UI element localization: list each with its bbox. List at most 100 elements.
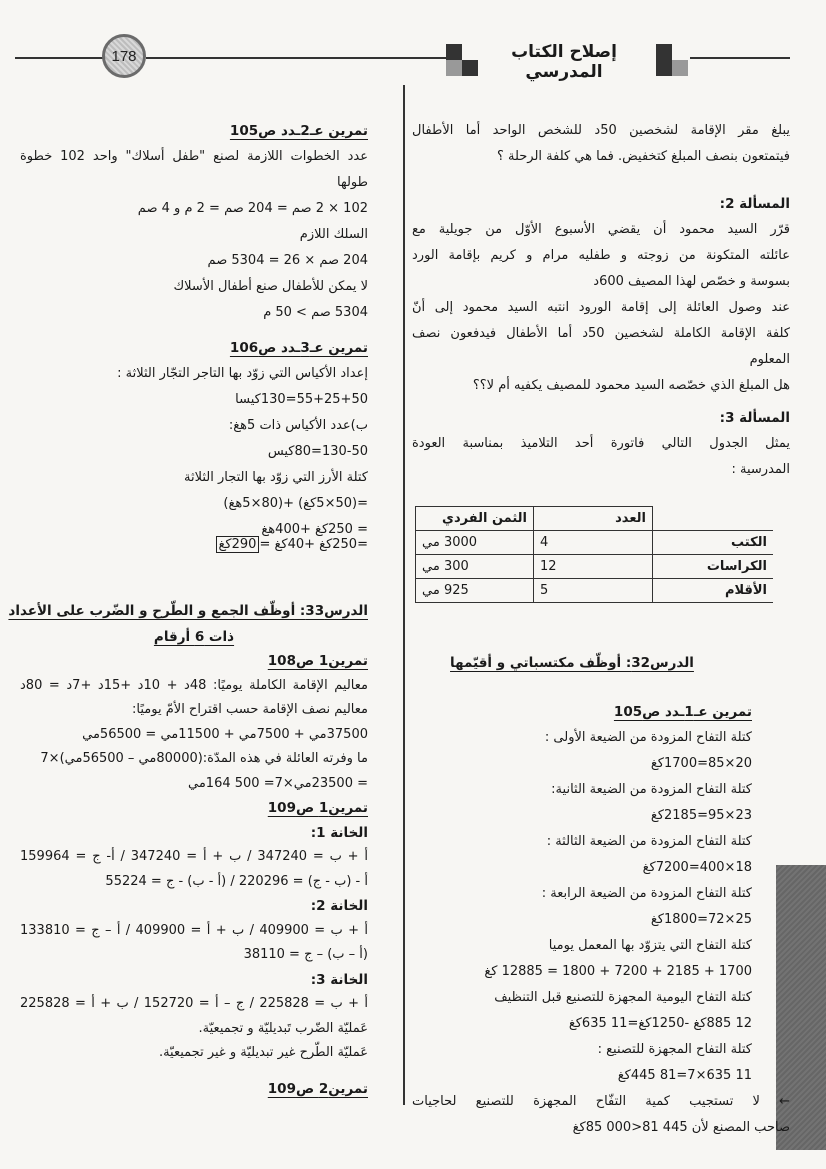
- table-header-row: العدد الثمن الفردي: [415, 506, 773, 531]
- text-line: هل المبلغ الذي خصّصه السيد محمود للمصيف …: [472, 378, 790, 393]
- cell1-body: أ + ب = 347240 / ب + أ = 347240 / أ- ج =…: [20, 845, 368, 894]
- item-count: 5: [533, 578, 653, 603]
- exercise-105-1-heading: تمرين عـ1ـدد ص105: [613, 704, 752, 720]
- text-line: (أ – ب) – ج = 38110: [243, 947, 368, 962]
- item-count: 12: [533, 554, 653, 579]
- item-name: الأقلام: [652, 578, 773, 603]
- cell3-body: أ + ب = 225828 / ج – أ = 152720 / ب + أ …: [20, 992, 368, 1066]
- text-line: إعداد الأكياس التي زوّد بها التاجر التجّ…: [117, 366, 368, 381]
- item-name: الكراسات: [652, 554, 773, 579]
- invoice-table: العدد الثمن الفردي الكتب 4 3000 مي الكرا…: [415, 506, 773, 603]
- problem3-paragraph: يمثل الجدول التالي فاتورة أحد التلاميذ ب…: [412, 431, 790, 483]
- text-line: عائلته المتكونة من زوجته و طفليه مرام و …: [412, 248, 790, 263]
- page-edge-tab: [776, 865, 826, 1150]
- text-line: كتلة التفاح التي يتزوّد بها المعمل يوميا: [548, 938, 752, 953]
- item-price: 3000 مي: [415, 530, 534, 555]
- text-line: ب)عدد الأكياس ذات 5هغ:: [228, 418, 368, 433]
- intro-paragraph: يبلغ مقر الإقامة لشخصين 50د للشخص الواحد…: [412, 118, 790, 170]
- text-line: 23×95=2185كغ: [650, 808, 752, 823]
- text-line: صاحب المصنع لأن 445 81<000 85كغ: [572, 1120, 790, 1135]
- text-line: المعلوم: [749, 352, 790, 367]
- page-number-badge: 178: [102, 34, 146, 78]
- problem3-heading: المسألة 3:: [719, 410, 790, 426]
- text-line: 1700 + 2185 + 7200 + 1800 = 12885 كغ: [484, 964, 752, 979]
- exercise-105-1-body: كتلة التفاح المزودة من الضيعة الأولى : 20…: [412, 725, 752, 1089]
- text-line: كتلة التفاح اليومية المجهزة للتصنيع قبل …: [494, 990, 752, 1005]
- text-line: 25×72=1800كغ: [650, 912, 752, 927]
- text-line: كتلة التفاح المزودة من الضيعة الرابعة :: [541, 886, 752, 901]
- text-line: يمثل الجدول التالي فاتورة أحد التلاميذ ب…: [412, 436, 790, 451]
- exercise-106-body: إعداد الأكياس التي زوّد بها التاجر التجّ…: [20, 361, 368, 543]
- exercise-108-heading: تمرين1 ص108: [267, 653, 368, 669]
- text-line: 11 635×7=81 445كغ: [617, 1068, 752, 1083]
- text-line: كتلة الأرز التي زوّد بها التجار الثلاثة: [184, 470, 368, 485]
- problem2-heading: المسألة 2:: [719, 196, 790, 212]
- header-rule-left: [15, 57, 105, 59]
- problem2-paragraph: قرّر السيد محمود أن يقضي الأسبوع الأوّل …: [412, 217, 790, 399]
- text-line: السلك اللازم: [299, 227, 368, 242]
- text-line: فيتمتعون بنصف المبلغ كتخفيض. فما هي كلفة…: [496, 149, 790, 164]
- exercise-106-heading: تمرين عـ3ـدد ص106: [229, 340, 368, 356]
- text-line: قرّر السيد محمود أن يقضي الأسبوع الأوّل …: [412, 222, 790, 237]
- exercise-109-2-heading: تمرين2 ص109: [267, 1081, 368, 1097]
- item-name: الكتب: [652, 530, 773, 555]
- text-line: كتلة التفاح المزودة من الضيعة الثالثة :: [546, 834, 752, 849]
- table-row: الكتب 4 3000 مي: [415, 530, 773, 555]
- text-line: 130-50=80كيس: [267, 444, 368, 459]
- text-line: 102 × 2 صم = 204 صم = 2 م و 4 صم: [137, 201, 368, 216]
- item-price: 925 مي: [415, 578, 534, 603]
- item-price: 300 مي: [415, 554, 534, 579]
- text-line: عَمليّة الضّرب تَبديليّة و تجميعيّة.: [198, 1020, 368, 1036]
- boxed-answer: 290كغ: [215, 536, 260, 553]
- cell2-body: أ + ب = 409900 / ب + أ = 409900 / أ – ج …: [20, 919, 368, 968]
- page-number: 178: [111, 47, 137, 65]
- table-row: الكراسات 12 300 مي: [415, 554, 773, 579]
- text-line: كتلة التفاح المجهزة للتصنيع :: [597, 1042, 752, 1057]
- text-line: 204 صم × 26 = 5304 صم: [207, 253, 368, 268]
- column-divider: [403, 85, 405, 1105]
- text-line: كتلة التفاح المزودة من الضيعة الثانية:: [551, 782, 752, 797]
- text-line: 20×85=1700كغ: [650, 756, 752, 771]
- text-line: يبلغ مقر الإقامة لشخصين 50د للشخص الواحد…: [412, 123, 791, 138]
- text-line: أ + ب = 225828 / ج – أ = 152720 / ب + أ …: [20, 996, 368, 1011]
- exercise-105-2-body: عدد الخطوات اللازمة لصنع "طفل أسلاك" واح…: [20, 144, 368, 326]
- cell3-heading: الخانة 3:: [310, 971, 368, 988]
- text-line: عَمليّة الطّرح غير تبديليّة و غير تجميعي…: [158, 1045, 368, 1060]
- header-unit-price: الثمن الفردي: [415, 506, 534, 531]
- text-line: أ + ب = 347240 / ب + أ = 347240 / أ- ج =…: [20, 849, 368, 864]
- text-line: ← لا تستجيب كمية التفّاح المجهزة للتصنيع…: [412, 1094, 790, 1109]
- text-line: المدرسية :: [731, 462, 791, 477]
- text-line: أ - (ب - ج) = 220296 / (أ - ب) - ج = 552…: [105, 873, 368, 889]
- exercise-105-2-heading: تمرين عـ2ـدد ص105: [229, 123, 368, 139]
- cell1-heading: الخانة 1:: [310, 824, 368, 841]
- text-line: =(50×5كغ) +(80×5هغ): [223, 496, 368, 511]
- lesson32-heading: الدرس32: أوظّف مكتسباتي و أقيّمها: [450, 655, 694, 671]
- header-count: العدد: [533, 506, 653, 531]
- text-line: معاليم نصف الإقامة حسب اقتراح الأمّ يومي…: [132, 702, 368, 717]
- header-rule-middle: [146, 57, 446, 59]
- table-corner: [652, 506, 773, 531]
- lesson33-heading: الدرس33: أوظّف الجمع و الطّرح و الضّرب ع…: [8, 603, 368, 645]
- exercise-105-1-conclusion: ← لا تستجيب كمية التفّاح المجهزة للتصنيع…: [412, 1089, 790, 1141]
- text-line: كلفة الإقامة الكاملة لشخصين 50د أما الأط…: [412, 326, 790, 341]
- text-line: بسوسة و خصّص لهذا المصيف 600د: [593, 274, 790, 289]
- text-line: 55+25+50=130كيسا: [235, 392, 368, 407]
- text-line: عند وصول العائلة إلى إقامة الورود انتبه …: [412, 300, 790, 315]
- text-line: كتلة التفاح المزودة من الضيعة الأولى :: [544, 730, 752, 745]
- cell2-heading: الخانة 2:: [310, 898, 368, 914]
- text-line: عدد الخطوات اللازمة لصنع "طفل أسلاك" واح…: [20, 149, 368, 164]
- page-title: إصلاح الكتاب المدرسي: [511, 42, 617, 82]
- table-row: الأقلام 5 925 مي: [415, 578, 773, 603]
- text-line: ما وفرته العائلة في هذه المدّة:(80000مي …: [40, 751, 368, 766]
- exercise-109-1-heading: تمرين1 ص109: [267, 800, 368, 816]
- text-line: 12 885كغ -1250كغ=11 635كغ: [568, 1016, 752, 1031]
- text-line: طولها: [337, 175, 368, 190]
- text-line: أ + ب = 409900 / ب + أ = 409900 / أ – ج …: [20, 922, 368, 938]
- exercise-106-result: =250كغ +40كغ =290كغ: [20, 532, 368, 558]
- text-line: = 250كغ +400هغ: [261, 522, 368, 537]
- text-line: لا يمكن للأطفال صنع أطفال الأسلاك: [173, 279, 368, 294]
- exercise-108-body: معاليم الإقامة الكاملة يوميًا: 48د + 10د…: [20, 674, 368, 797]
- item-count: 4: [533, 530, 653, 555]
- header-rule-right: [690, 57, 790, 59]
- text-line: 37500مي + 7500مي + 11500مي = 56500مي: [82, 726, 368, 742]
